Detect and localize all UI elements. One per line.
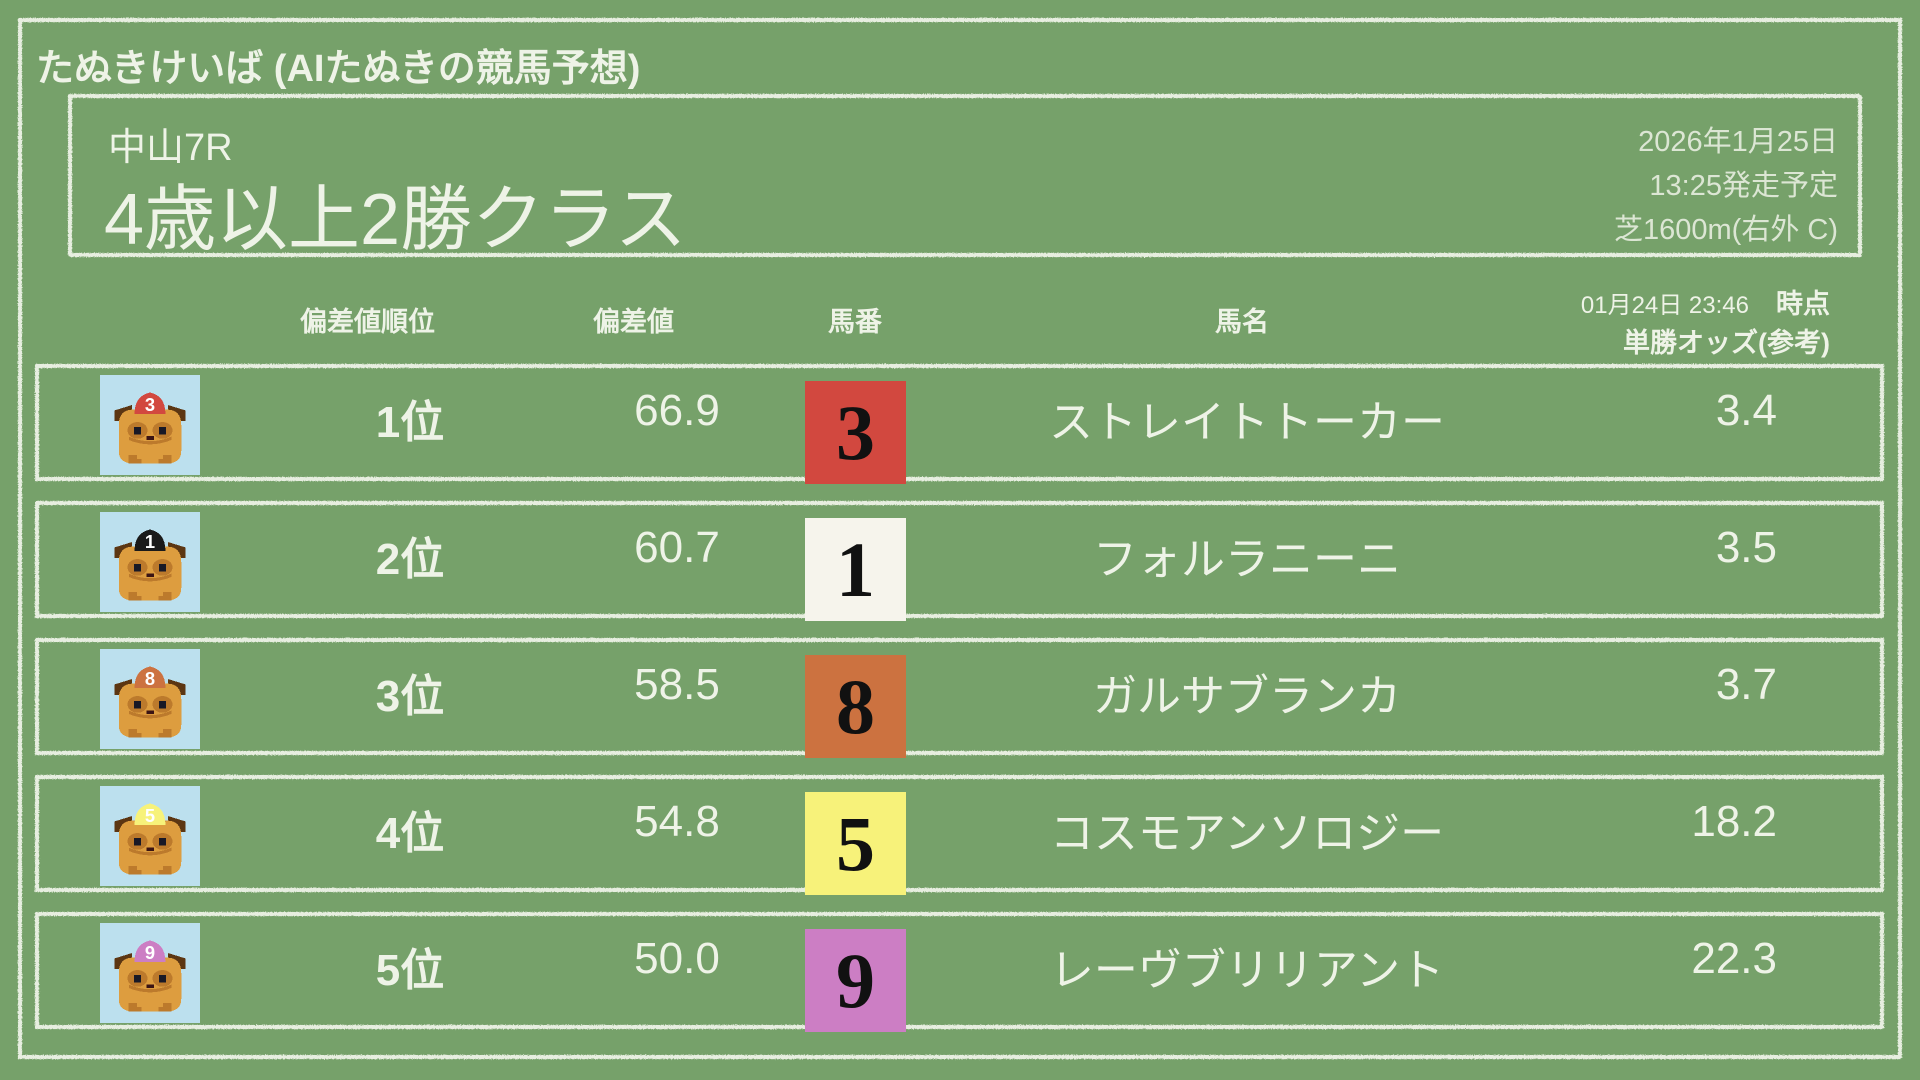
svg-text:9: 9 — [145, 942, 155, 963]
svg-text:8: 8 — [145, 668, 155, 689]
svg-text:5: 5 — [145, 805, 155, 826]
svg-text:3: 3 — [145, 394, 155, 415]
svg-text:1: 1 — [145, 531, 155, 552]
